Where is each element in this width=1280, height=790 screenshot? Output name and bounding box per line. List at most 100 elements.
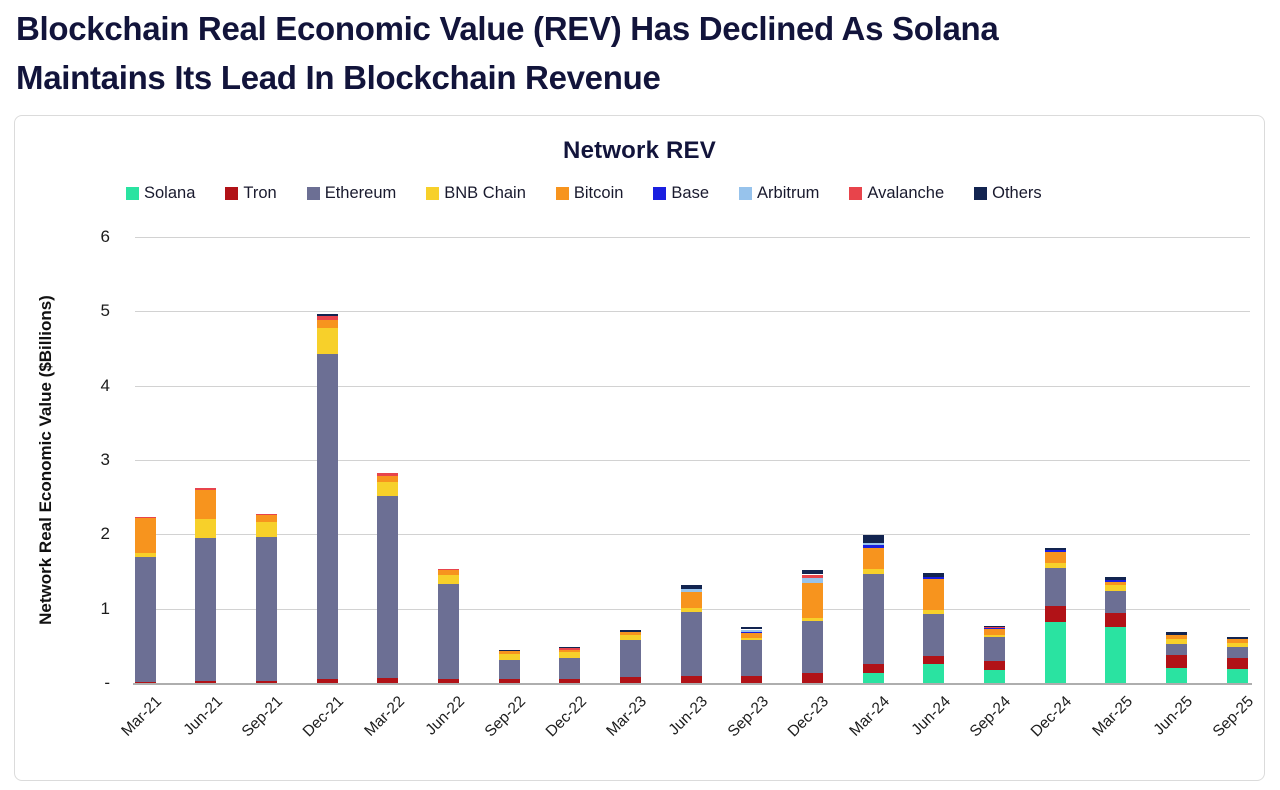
legend-swatch-icon xyxy=(653,187,667,200)
y-tick-label-6: 6 xyxy=(100,227,110,246)
bar-segment-mar-23-tron xyxy=(619,677,641,683)
bar-segment-jun-25-bnb-chain xyxy=(1165,639,1187,644)
bar-segment-dec-21-others xyxy=(316,314,338,316)
legend-item-base: Base xyxy=(653,184,709,203)
bar-segment-mar-22-bnb-chain xyxy=(377,481,399,497)
bar-segment-jun-24-bnb-chain xyxy=(923,610,945,614)
bar-segment-dec-22-ethereum xyxy=(559,658,581,679)
gridline-3 xyxy=(135,460,1250,461)
bar-jun-24 xyxy=(923,237,945,683)
bar-segment-mar-24-base xyxy=(862,544,884,549)
bar-segment-sep-21-bnb-chain xyxy=(255,522,277,537)
bar-segment-dec-23-others xyxy=(801,570,823,575)
legend-item-bitcoin: Bitcoin xyxy=(555,184,623,203)
bar-dec-21 xyxy=(316,237,338,683)
bar-segment-jun-24-base xyxy=(923,576,945,579)
bar-segment-mar-24-ethereum xyxy=(862,573,884,664)
bar-segment-mar-24-solana xyxy=(862,673,884,683)
bar-segment-sep-22-bitcoin xyxy=(498,651,520,655)
legend-swatch-icon xyxy=(306,187,320,200)
bar-segment-sep-23-ethereum xyxy=(741,639,763,676)
bar-segment-mar-22-bitcoin xyxy=(377,475,399,482)
bar-segment-sep-23-bnb-chain xyxy=(741,637,763,640)
bar-segment-mar-24-arbitrum xyxy=(862,542,884,545)
bar-segment-jun-22-ethereum xyxy=(437,584,459,679)
bar-segment-jun-23-arbitrum xyxy=(680,589,702,593)
legend-swatch-icon xyxy=(739,187,753,200)
bar-segment-mar-22-ethereum xyxy=(377,496,399,678)
bar-segment-dec-22-bnb-chain xyxy=(559,651,581,659)
legend-swatch-icon xyxy=(225,187,239,200)
bar-segment-sep-21-ethereum xyxy=(255,536,277,681)
bar-segment-jun-24-ethereum xyxy=(923,613,945,657)
bar-segment-sep-23-others xyxy=(741,626,763,630)
bar-dec-23 xyxy=(801,237,823,683)
bar-segment-jun-23-ethereum xyxy=(680,611,702,677)
bar-segment-sep-23-arbitrum xyxy=(741,629,763,632)
x-axis-line xyxy=(133,683,1252,685)
bar-segment-dec-24-ethereum xyxy=(1044,567,1066,607)
legend-label: Solana xyxy=(144,184,196,202)
legend-label: Arbitrum xyxy=(757,184,820,202)
bar-segment-dec-22-avalanche xyxy=(559,648,581,650)
bar-segment-sep-24-solana xyxy=(983,670,1005,683)
bar-mar-25 xyxy=(1105,237,1127,683)
bar-segment-mar-25-tron xyxy=(1105,613,1127,627)
bar-segment-jun-24-others xyxy=(923,573,945,577)
page-title: Blockchain Real Economic Value (REV) Has… xyxy=(16,4,1266,102)
bar-segment-mar-25-bnb-chain xyxy=(1105,584,1127,591)
bar-segment-jun-23-others xyxy=(680,584,702,590)
bar-segment-sep-24-bitcoin xyxy=(983,629,1005,635)
bar-segment-mar-21-bitcoin xyxy=(134,518,156,553)
bar-sep-23 xyxy=(741,237,763,683)
bar-mar-22 xyxy=(377,237,399,683)
page-title-line-1: Blockchain Real Economic Value (REV) Has… xyxy=(16,10,999,47)
bar-segment-jun-21-tron xyxy=(195,680,217,683)
bar-segment-dec-24-bitcoin xyxy=(1044,552,1066,563)
bar-segment-mar-25-bitcoin xyxy=(1105,581,1127,585)
bar-segment-jun-21-ethereum xyxy=(195,538,217,681)
bar-segment-sep-25-others xyxy=(1226,636,1248,640)
bar-segment-sep-25-solana xyxy=(1226,668,1248,683)
legend-item-avalanche: Avalanche xyxy=(849,184,944,203)
bar-segment-jun-22-bnb-chain xyxy=(437,575,459,585)
bar-segment-mar-23-ethereum xyxy=(619,639,641,678)
legend-swatch-icon xyxy=(974,187,988,200)
y-tick-label-3: 3 xyxy=(100,450,110,469)
y-tick-label-4: 4 xyxy=(100,375,110,395)
bar-segment-sep-21-avalanche xyxy=(255,514,277,516)
legend-label: BNB Chain xyxy=(444,184,526,202)
bar-segment-sep-24-base xyxy=(983,628,1005,630)
bar-segment-jun-25-others xyxy=(1165,632,1187,636)
gridline-2 xyxy=(135,534,1250,536)
bar-segment-jun-23-bnb-chain xyxy=(680,607,702,612)
legend-swatch-icon xyxy=(426,187,440,200)
bar-segment-sep-22-others xyxy=(498,650,520,652)
bar-segment-mar-23-bitcoin xyxy=(619,631,641,635)
bar-jun-22 xyxy=(437,237,459,683)
bar-dec-22 xyxy=(559,237,581,683)
bar-segment-mar-24-tron xyxy=(862,663,884,674)
bar-sep-22 xyxy=(498,237,520,683)
bar-segment-mar-23-bnb-chain xyxy=(619,634,641,640)
bar-sep-21 xyxy=(255,237,277,683)
bar-segment-dec-24-bnb-chain xyxy=(1044,562,1066,568)
bar-segment-dec-23-tron xyxy=(801,673,823,683)
bar-mar-21 xyxy=(134,237,156,683)
bar-segment-sep-24-ethereum xyxy=(983,636,1005,661)
bar-segment-dec-24-solana xyxy=(1044,622,1066,683)
gridline-4 xyxy=(135,385,1250,387)
legend-label: Others xyxy=(992,184,1042,202)
bar-segment-dec-24-base xyxy=(1044,549,1066,553)
legend-swatch-icon xyxy=(126,187,139,200)
bar-segment-mar-25-solana xyxy=(1105,626,1127,683)
bar-segment-dec-21-bnb-chain xyxy=(316,328,338,355)
bar-segment-dec-21-ethereum xyxy=(316,354,338,679)
legend-item-ethereum: Ethereum xyxy=(306,184,396,203)
bar-mar-23 xyxy=(619,237,641,683)
legend-swatch-icon xyxy=(849,187,863,200)
bar-segment-jun-25-ethereum xyxy=(1165,643,1187,655)
bar-segment-sep-24-avalanche xyxy=(983,627,1005,628)
bar-jun-25 xyxy=(1165,237,1187,683)
